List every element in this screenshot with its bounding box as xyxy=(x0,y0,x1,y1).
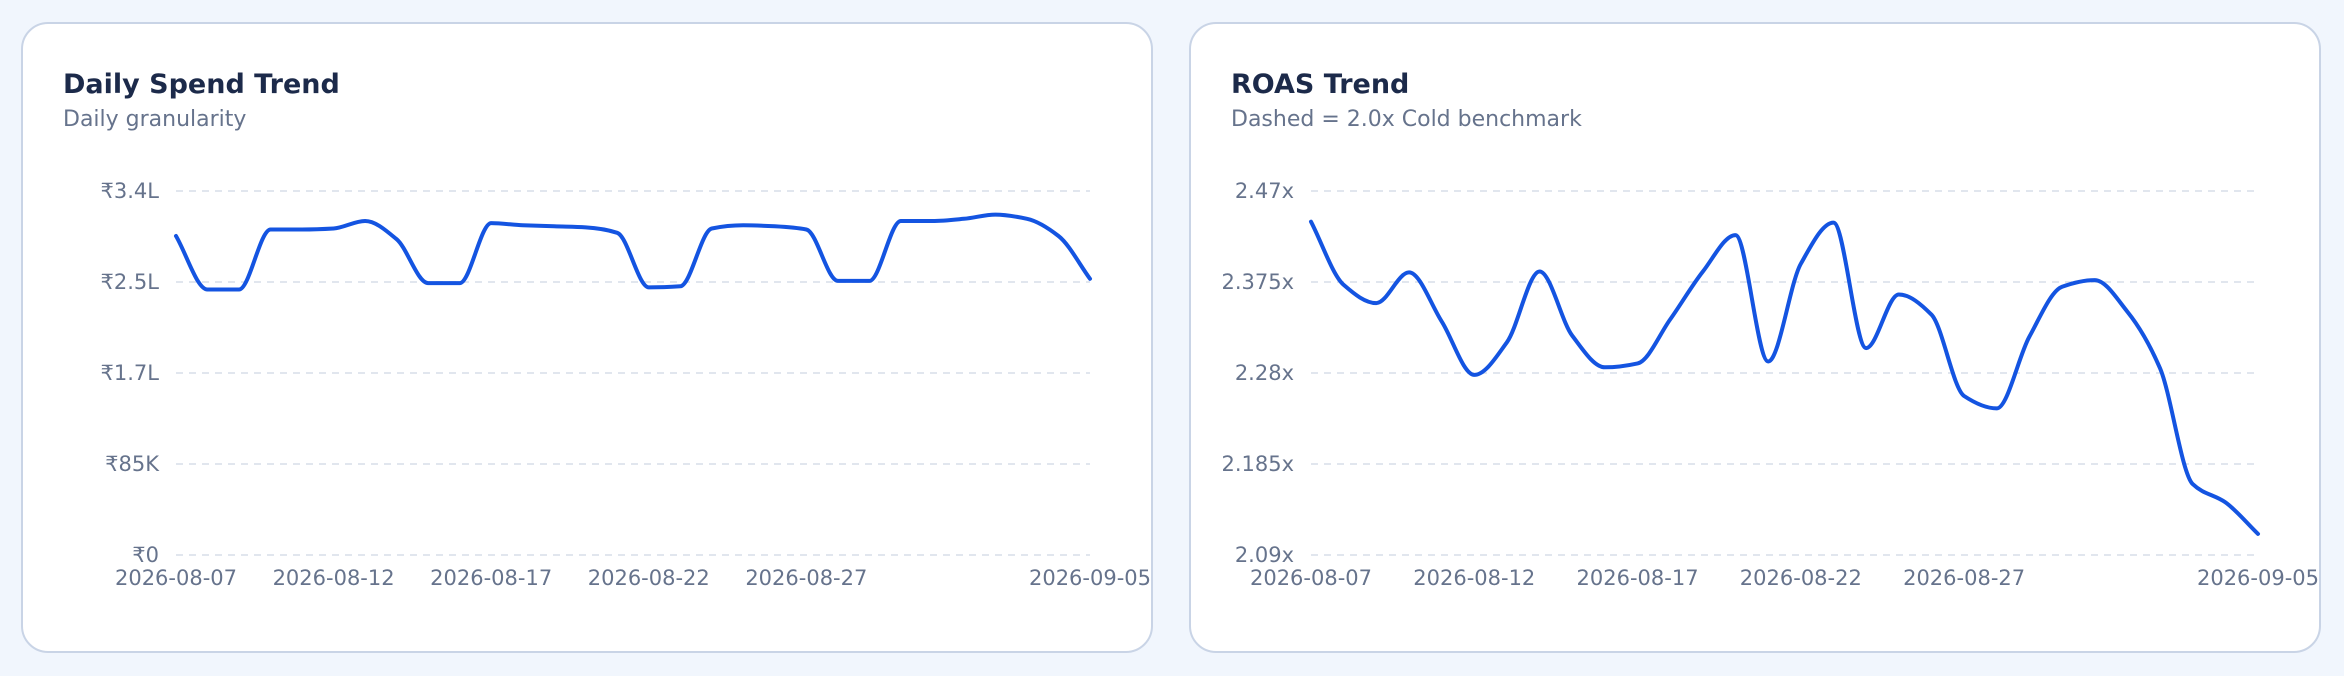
x-tick-label: 2026-09-05 xyxy=(1029,566,1151,590)
y-tick-label: ₹0 xyxy=(132,543,159,567)
x-tick-label: 2026-09-05 xyxy=(2197,566,2319,590)
y-tick-label: 2.09x xyxy=(1235,543,1294,567)
card-subtitle: Daily granularity xyxy=(63,107,247,132)
y-tick-label: ₹2.5L xyxy=(101,270,160,294)
card-title: Daily Spend Trend xyxy=(63,69,340,100)
x-tick-label: 2026-08-17 xyxy=(430,566,552,590)
x-tick-label: 2026-08-07 xyxy=(115,566,237,590)
y-tick-label: ₹1.7L xyxy=(101,361,160,385)
x-tick-label: 2026-08-12 xyxy=(1413,566,1535,590)
y-tick-label: 2.185x xyxy=(1221,452,1294,476)
x-tick-label: 2026-08-12 xyxy=(273,566,395,590)
y-tick-label: 2.28x xyxy=(1235,361,1294,385)
spend-trend-plot: ₹0 ₹85K ₹1.7L ₹2.5L ₹3.4L 2026-08-07 2026-08-1… xyxy=(101,179,1151,590)
y-tick-label: ₹85K xyxy=(105,452,160,476)
y-tick-label: 2.47x xyxy=(1235,179,1294,203)
series-line xyxy=(1309,219,2260,536)
spend-trend-card: Daily Spend Trend Daily granularity ₹0 ₹8… xyxy=(21,22,1153,653)
y-tick-label: 2.375x xyxy=(1221,270,1294,294)
x-tick-label: 2026-08-27 xyxy=(745,566,867,590)
card-subtitle: Dashed = 2.0x Cold benchmark xyxy=(1231,107,1582,132)
x-tick-label: 2026-08-22 xyxy=(588,566,710,590)
series-line xyxy=(174,212,1092,292)
x-tick-label: 2026-08-27 xyxy=(1903,566,2025,590)
x-tick-label: 2026-08-07 xyxy=(1250,566,1372,590)
x-tick-label: 2026-08-17 xyxy=(1577,566,1699,590)
roas-trend-card: ROAS Trend Dashed = 2.0x Cold benchmark … xyxy=(1189,22,2321,653)
x-tick-label: 2026-08-22 xyxy=(1740,566,1862,590)
y-tick-label: ₹3.4L xyxy=(101,179,160,203)
card-title: ROAS Trend xyxy=(1231,69,1410,100)
roas-trend-plot: 2.09x 2.185x 2.28x 2.375x 2.47x 2026-08-07 202… xyxy=(1221,179,2319,590)
